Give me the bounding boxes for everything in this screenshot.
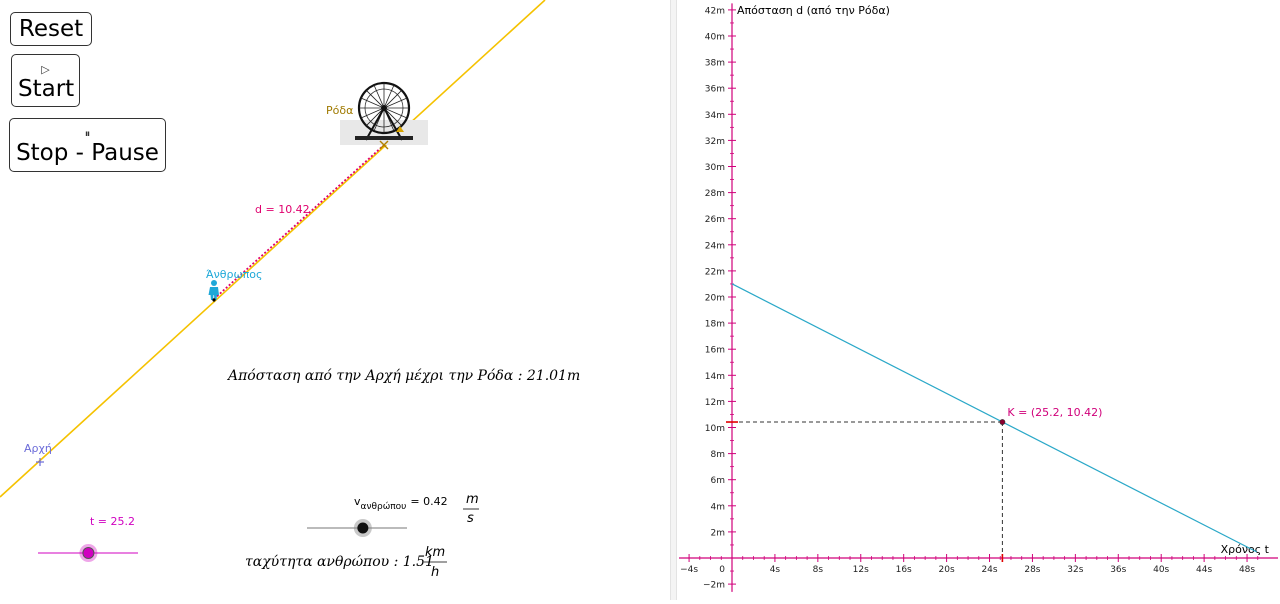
- wheel-point-marker[interactable]: [379, 140, 389, 150]
- pause-icon: ⏸: [84, 127, 91, 140]
- x-tick-label: 28s: [1024, 565, 1040, 575]
- svg-text:km: km: [425, 545, 445, 560]
- y-tick-label: 30m: [705, 163, 725, 173]
- path-line: [0, 0, 546, 498]
- speed-unit: km h: [424, 545, 447, 580]
- total-distance-text: Απόσταση από την Αρχή μέχρι την Ρόδα : 2…: [226, 367, 580, 384]
- y-tick-label: 42m: [705, 6, 725, 16]
- stop-pause-button[interactable]: ⏸ Stop - Pause: [9, 118, 166, 172]
- y-tick-label: 22m: [705, 267, 725, 277]
- y-tick-label: 26m: [705, 215, 725, 225]
- x-tick-label: 16s: [896, 565, 912, 575]
- v-unit: m s: [463, 492, 479, 526]
- y-tick-label: 36m: [705, 85, 725, 95]
- y-axis-label: Απόσταση d (από την Ρόδα): [737, 4, 890, 17]
- y-tick-label: 16m: [705, 346, 725, 356]
- series-group: [731, 283, 1257, 553]
- x-tick-label: 4s: [770, 565, 781, 575]
- ferris-wheel-icon[interactable]: [340, 81, 428, 145]
- graph-panel[interactable]: −2m 2m 4m 6m 8m 10m 12m 14m 16m 18m 20m 22m 24m 26m 28…: [677, 0, 1280, 600]
- y-tick-label: 34m: [705, 111, 725, 121]
- x-tick-label: 48s: [1239, 565, 1255, 575]
- y-axis-ticks: −2m 2m 4m 6m 8m 10m 12m 14m 16m 18m 20m 22m 24m 26m 28…: [703, 6, 736, 591]
- play-icon: ▷: [41, 62, 50, 76]
- x-tick-label: 12s: [853, 565, 869, 575]
- wheel-label: Ρόδα: [326, 104, 353, 117]
- t-slider-label: t = 25.2: [90, 515, 135, 528]
- point-group: K = (25.2, 10.42): [726, 406, 1102, 562]
- x-tick-label: 0: [719, 565, 725, 575]
- start-button[interactable]: ▷ Start: [11, 54, 80, 107]
- y-tick-label: 38m: [705, 59, 725, 69]
- y-tick-label: 18m: [705, 320, 725, 330]
- y-tick-label: 20m: [705, 294, 725, 304]
- t-slider-knob[interactable]: [79, 544, 98, 562]
- x-axis-label: Χρόνος t: [1221, 543, 1270, 556]
- y-tick-label: 10m: [705, 424, 725, 434]
- svg-text:m: m: [466, 492, 479, 507]
- y-tick-label: 6m: [711, 476, 726, 486]
- person-label: Άνθρωπος: [206, 268, 263, 281]
- v-slider-label: vανθρώπου = 0.42: [354, 495, 448, 512]
- x-axis-ticks: −4s 0 4s 8s 12s 16s 20s 24s 28s 32s 36s 40s 44s 48s: [680, 554, 1259, 575]
- x-tick-label: 32s: [1067, 565, 1083, 575]
- x-tick-label: 20s: [939, 565, 955, 575]
- series-line: [731, 283, 1257, 553]
- y-tick-label: 14m: [705, 372, 725, 382]
- v-slider-knob[interactable]: [353, 519, 372, 537]
- speed-text: ταχύτητα ανθρώπου : 1.51: [245, 554, 434, 570]
- svg-text:h: h: [431, 565, 439, 580]
- point-k[interactable]: [999, 419, 1006, 425]
- reset-button[interactable]: Reset: [10, 12, 92, 46]
- origin-label: Αρχή: [24, 442, 52, 455]
- distance-time-chart[interactable]: −2m 2m 4m 6m 8m 10m 12m 14m 16m 18m 20m 22m 24m 26m 28…: [677, 0, 1280, 600]
- person-icon[interactable]: [208, 280, 220, 300]
- x-tick-label: 36s: [1110, 565, 1126, 575]
- point-k-label: K = (25.2, 10.42): [1007, 406, 1102, 419]
- y-tick-label: 24m: [705, 241, 725, 251]
- y-tick-label: 12m: [705, 398, 725, 408]
- y-tick-label: 28m: [705, 189, 725, 199]
- animation-canvas[interactable]: d = 10.42 Ρόδα: [0, 0, 670, 600]
- x-tick-label: 8s: [813, 565, 824, 575]
- y-tick-label: 2m: [711, 528, 726, 538]
- origin-marker[interactable]: [36, 458, 44, 466]
- x-tick-label: 40s: [1153, 565, 1169, 575]
- x-tick-label: −4s: [680, 565, 698, 575]
- animation-panel[interactable]: d = 10.42 Ρόδα: [0, 0, 670, 600]
- x-tick-label: 44s: [1196, 565, 1212, 575]
- svg-text:s: s: [467, 511, 474, 526]
- y-tick-label: 4m: [711, 502, 726, 512]
- panel-divider[interactable]: [670, 0, 677, 600]
- y-tick-label: 40m: [705, 33, 725, 43]
- y-tick-label: 8m: [711, 450, 726, 460]
- x-tick-label: 24s: [981, 565, 997, 575]
- y-tick-label: −2m: [703, 581, 725, 591]
- y-tick-label: 32m: [705, 137, 725, 147]
- person-point[interactable]: [212, 298, 216, 302]
- distance-label: d = 10.42: [255, 203, 310, 216]
